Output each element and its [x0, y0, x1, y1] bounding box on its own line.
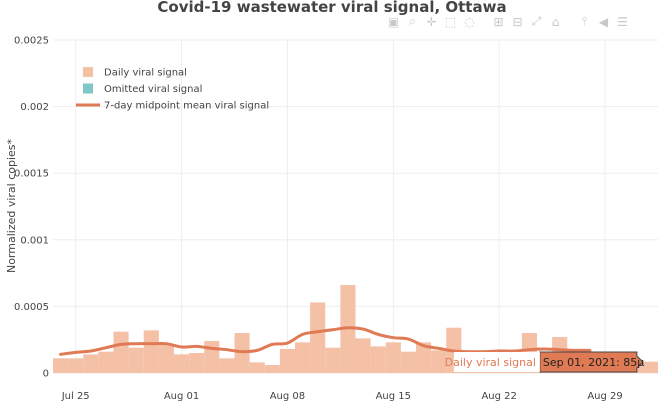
hover-tooltip: Sep 01, 2021: 85μ Daily viral signal: [445, 351, 644, 373]
bar[interactable]: [385, 342, 401, 373]
bar[interactable]: [219, 358, 235, 373]
bar[interactable]: [53, 358, 69, 373]
y-tick-label: 0.0015: [14, 169, 49, 180]
bar[interactable]: [400, 351, 416, 373]
legend-label: 7-day midpoint mean viral signal: [104, 101, 269, 112]
gridlines: [53, 39, 658, 374]
x-tick-label: Aug 22: [481, 391, 516, 402]
chart-title: Covid-19 wastewater viral signal, Ottawa: [157, 0, 506, 16]
zoom-in-icon[interactable]: ⊞: [493, 14, 504, 29]
x-axis-ticks: Jul 25 Aug 01 Aug 08 Aug 15 Aug 22 Aug 29: [61, 391, 623, 402]
bar[interactable]: [68, 358, 84, 373]
legend-item[interactable]: Daily viral signal: [83, 67, 187, 79]
tooltip-name-box: [453, 352, 540, 372]
legend-item[interactable]: 7-day midpoint mean viral signal: [76, 101, 269, 112]
mean-line: [59, 326, 592, 356]
bar[interactable]: [295, 342, 311, 373]
hover-compare-icon[interactable]: ☰: [617, 14, 628, 29]
x-tick-label: Aug 01: [164, 391, 199, 402]
legend-label: Omitted viral signal: [104, 84, 202, 95]
bar[interactable]: [370, 346, 386, 373]
bar[interactable]: [98, 351, 114, 373]
bar[interactable]: [204, 341, 220, 373]
bar[interactable]: [83, 354, 99, 373]
bar[interactable]: [431, 350, 447, 373]
lasso-icon[interactable]: ◌: [464, 14, 475, 29]
home-icon[interactable]: ⌂: [551, 14, 560, 29]
legend-label: Daily viral signal: [104, 68, 187, 79]
bar[interactable]: [143, 330, 159, 373]
bar[interactable]: [416, 342, 432, 373]
bar[interactable]: [264, 365, 280, 373]
y-tick-label: 0.002: [20, 102, 49, 113]
autoscale-icon[interactable]: ⤢: [531, 14, 542, 28]
y-axis-title: Normalized viral copies*: [5, 138, 18, 273]
legend-item[interactable]: Omitted viral signal: [83, 83, 202, 96]
modebar: ▣ ⌕ ✛ ⬚ ◌ ⊞ ⊟ ⤢ ⌂ ⫯ ◀ ☰: [386, 14, 630, 29]
tooltip-value: Sep 01, 2021: 85μ: [543, 356, 644, 369]
x-tick-label: Aug 29: [587, 391, 622, 402]
legend[interactable]: Daily viral signal Omitted viral signal 7-…: [76, 67, 269, 112]
mean-line-path[interactable]: [59, 326, 592, 356]
y-tick-label: 0.0025: [14, 36, 49, 47]
bar[interactable]: [355, 338, 371, 373]
bar[interactable]: [113, 331, 129, 373]
x-tick-label: Aug 15: [376, 391, 411, 402]
bar[interactable]: [642, 361, 658, 373]
legend-swatch: [83, 67, 93, 77]
hover-closest-icon[interactable]: ◀: [598, 14, 609, 29]
y-tick-label: 0.0005: [14, 302, 49, 313]
zoom-icon[interactable]: ⌕: [409, 14, 416, 28]
y-axis-ticks: 0 0.0005 0.001 0.0015 0.002 0.0025: [14, 36, 49, 380]
bar[interactable]: [174, 354, 190, 373]
bar[interactable]: [189, 353, 205, 373]
box-select-icon[interactable]: ⬚: [444, 14, 457, 29]
zoom-out-icon[interactable]: ⊟: [512, 14, 523, 29]
x-tick-label: Jul 25: [61, 391, 90, 402]
bar[interactable]: [128, 347, 144, 373]
y-tick-label: 0.001: [20, 235, 49, 246]
bar[interactable]: [279, 349, 295, 373]
bar[interactable]: [310, 302, 326, 373]
legend-swatch: [83, 83, 93, 94]
bar[interactable]: [249, 362, 265, 373]
tooltip-series-name: Daily viral signal: [445, 356, 536, 369]
bar[interactable]: [158, 343, 174, 373]
x-tick-label: Aug 08: [270, 391, 305, 402]
y-tick-label: 0: [43, 369, 49, 380]
pan-icon[interactable]: ✛: [426, 14, 437, 29]
camera-icon[interactable]: ▣: [387, 14, 400, 29]
bar[interactable]: [325, 347, 341, 373]
spike-lines-icon[interactable]: ⫯: [581, 14, 588, 28]
